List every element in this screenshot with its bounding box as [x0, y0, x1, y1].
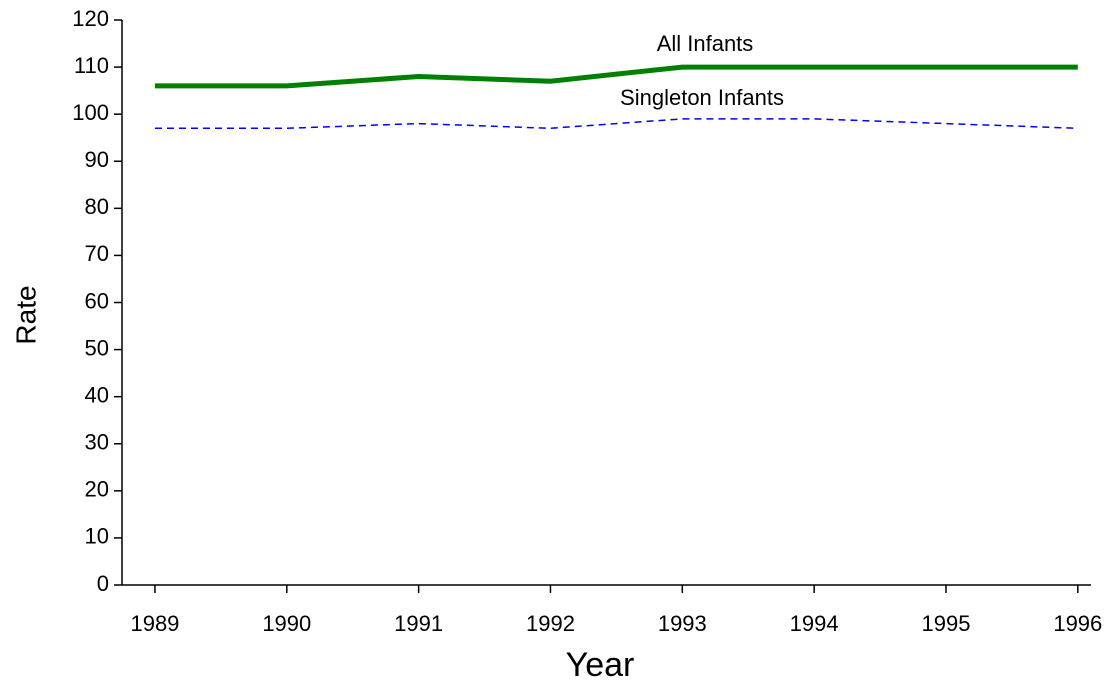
- y-axis-label: Rate: [10, 285, 41, 344]
- x-tick-label: 1994: [790, 611, 839, 636]
- y-tick-label: 70: [85, 241, 109, 266]
- x-tick-label: 1991: [394, 611, 443, 636]
- series-label: All Infants: [657, 31, 754, 56]
- line-series: [154, 64, 1078, 89]
- y-tick-label: 120: [72, 6, 109, 31]
- x-tick-label: 1996: [1053, 611, 1102, 636]
- x-tick-label: 1990: [262, 611, 311, 636]
- x-tick-label: 1992: [526, 611, 575, 636]
- y-tick-label: 100: [72, 100, 109, 125]
- x-axis-label: Year: [566, 646, 635, 684]
- y-tick-label: 90: [85, 147, 109, 172]
- x-tick-label: 1995: [922, 611, 971, 636]
- y-tick-label: 50: [85, 335, 109, 360]
- series-label: Singleton Infants: [620, 85, 784, 110]
- x-tick-label: 1993: [658, 611, 707, 636]
- y-tick-label: 10: [85, 524, 109, 549]
- y-tick-label: 30: [85, 430, 109, 455]
- y-tick-label: 20: [85, 477, 109, 502]
- y-tick-label: 80: [85, 194, 109, 219]
- y-tick-label: 60: [85, 288, 109, 313]
- line-series: [154, 118, 1078, 130]
- y-tick-label: 0: [97, 571, 109, 596]
- y-tick-label: 40: [85, 382, 109, 407]
- y-tick-label: 110: [74, 53, 109, 78]
- x-tick-label: 1989: [130, 611, 179, 636]
